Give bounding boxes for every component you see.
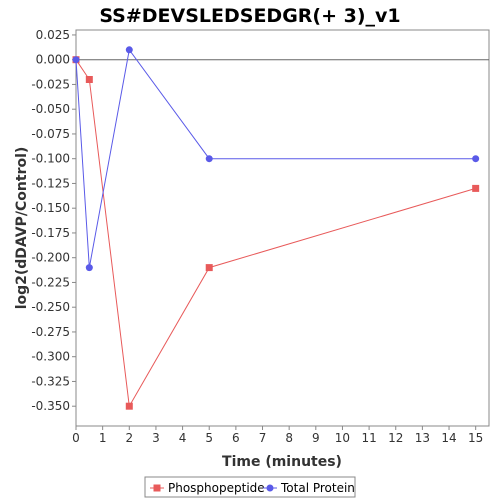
- legend: Phosphopeptide Total Protein: [144, 476, 356, 498]
- chart-title: SS#DEVSLEDSEDGR(+ 3)_v1: [99, 5, 400, 27]
- y-tick-label: -0.050: [31, 102, 70, 116]
- y-tick-label: -0.075: [31, 127, 70, 141]
- legend-marker: [153, 484, 161, 492]
- data-point: [72, 56, 80, 64]
- plot-area: [75, 29, 490, 427]
- legend-box: [144, 476, 356, 498]
- y-tick-label: -0.350: [31, 399, 70, 413]
- x-axis-title: Time (minutes): [222, 454, 342, 470]
- legend-label: Phosphopeptide: [168, 481, 265, 495]
- y-tick-label: -0.125: [31, 176, 70, 190]
- x-tick-label: 1: [99, 431, 107, 445]
- data-point: [205, 155, 213, 163]
- y-tick-label: -0.100: [31, 152, 70, 166]
- data-point: [472, 184, 480, 192]
- x-tick-label: 13: [415, 431, 430, 445]
- x-tick-label: 12: [388, 431, 403, 445]
- legend-label: Total Protein: [280, 481, 355, 495]
- data-point: [205, 264, 213, 272]
- x-tick-label: 15: [468, 431, 483, 445]
- y-tick-label: -0.300: [31, 350, 70, 364]
- y-tick-label: -0.225: [31, 275, 70, 289]
- y-tick-label: -0.325: [31, 374, 70, 388]
- x-tick-label: 8: [285, 431, 293, 445]
- data-point: [85, 76, 93, 83]
- data-point: [125, 402, 133, 410]
- y-tick-label: 0.000: [36, 53, 70, 67]
- legend-marker: [266, 484, 274, 492]
- x-tick-label: 0: [72, 431, 80, 445]
- x-tick-label: 5: [205, 431, 213, 445]
- y-tick-label: -0.175: [31, 226, 70, 240]
- x-tick-label: 10: [335, 431, 350, 445]
- y-tick-label: -0.275: [31, 325, 70, 339]
- x-tick-label: 11: [361, 431, 376, 445]
- y-axis: 0.025 0.000 -0.025 -0.050 -0.075 -0.100 -0.125…: [31, 28, 76, 413]
- series-layer: [72, 46, 480, 410]
- x-tick-label: 2: [125, 431, 133, 445]
- x-tick-label: 14: [441, 431, 456, 445]
- y-tick-label: -0.025: [31, 77, 70, 91]
- x-tick-label: 4: [179, 431, 187, 445]
- x-tick-label: 6: [232, 431, 240, 445]
- x-tick-label: 9: [312, 431, 320, 445]
- x-axis: 0 1 2 3 4 5 6 7 8 9 10 11 12 13 14 15: [72, 426, 483, 445]
- y-tick-label: 0.025: [36, 28, 70, 42]
- y-tick-label: -0.150: [31, 201, 70, 215]
- data-point: [85, 264, 93, 272]
- x-tick-label: 7: [259, 431, 267, 445]
- data-point: [125, 46, 133, 54]
- y-tick-label: -0.200: [31, 251, 70, 265]
- y-tick-label: -0.250: [31, 300, 70, 314]
- x-tick-label: 3: [152, 431, 160, 445]
- data-point: [472, 155, 480, 163]
- y-axis-title: log2(dDAVP/Control): [14, 147, 30, 310]
